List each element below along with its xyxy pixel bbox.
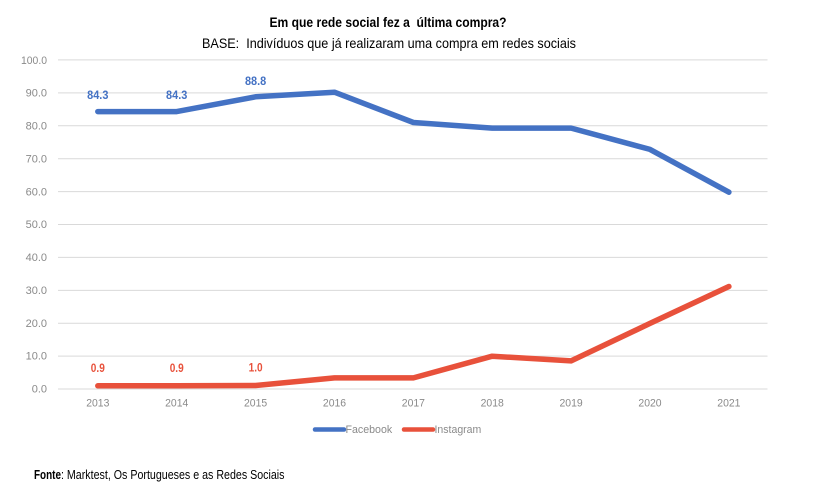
svg-text:84.3: 84.3	[87, 88, 109, 102]
svg-text:84.3: 84.3	[166, 88, 188, 102]
svg-text:Fonte: Fonte	[34, 467, 61, 482]
svg-text:1.0: 1.0	[249, 361, 263, 375]
svg-text:2020: 2020	[638, 398, 661, 410]
svg-text:70.0: 70.0	[26, 153, 47, 165]
svg-text:2021: 2021	[717, 398, 740, 410]
svg-text:80.0: 80.0	[26, 121, 47, 133]
svg-text:2019: 2019	[560, 398, 583, 410]
svg-text:88.8: 88.8	[245, 74, 267, 88]
svg-text:BASE: Indivíduos que já reali: BASE: Indivíduos que já realizaram uma c…	[202, 35, 576, 51]
svg-text:2018: 2018	[481, 398, 504, 410]
svg-text:2014: 2014	[165, 398, 188, 410]
svg-text:60.0: 60.0	[26, 186, 47, 198]
svg-text:Instagram: Instagram	[435, 424, 482, 436]
svg-text:Facebook: Facebook	[346, 424, 393, 436]
svg-text:: Marktest, Os Portugueses e a: : Marktest, Os Portugueses e as Redes So…	[61, 467, 285, 482]
svg-text:10.0: 10.0	[26, 351, 47, 363]
svg-text:0.9: 0.9	[170, 361, 184, 375]
svg-text:90.0: 90.0	[26, 88, 47, 100]
svg-text:2013: 2013	[86, 398, 109, 410]
svg-text:Em que rede social fez a últi: Em que rede social fez a última compra?	[270, 14, 507, 30]
svg-text:2017: 2017	[402, 398, 425, 410]
svg-text:2015: 2015	[244, 398, 267, 410]
svg-text:0.0: 0.0	[32, 384, 47, 396]
svg-text:0.9: 0.9	[91, 361, 105, 375]
svg-text:20.0: 20.0	[26, 318, 47, 330]
svg-text:40.0: 40.0	[26, 252, 47, 264]
svg-text:30.0: 30.0	[26, 285, 47, 297]
svg-text:100.0: 100.0	[21, 55, 47, 67]
svg-text:50.0: 50.0	[26, 219, 47, 231]
svg-text:2016: 2016	[323, 398, 346, 410]
